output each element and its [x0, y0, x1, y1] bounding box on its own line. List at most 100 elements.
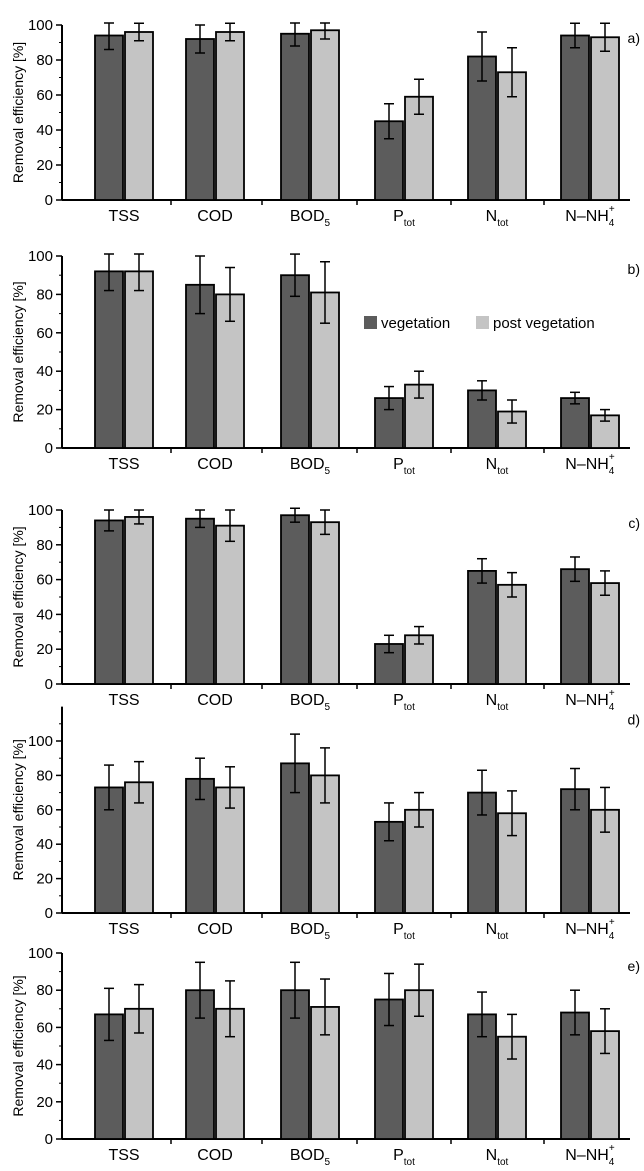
category-label: Ptot	[393, 208, 415, 229]
y-axis-label: Removal efficiency [%]	[10, 281, 26, 422]
panel-tag: b)	[628, 261, 640, 277]
y-axis-label: Removal efficiency [%]	[10, 739, 26, 880]
bar-post-vegetation	[310, 29, 340, 201]
y-tick-label: 40	[36, 122, 53, 139]
category-label: TSS	[108, 692, 139, 709]
y-tick-label: 40	[36, 836, 53, 853]
bar-post-vegetation	[590, 36, 620, 201]
panel-tag: a)	[628, 30, 640, 46]
panel-tag: c)	[628, 515, 640, 531]
y-tick-label: 0	[45, 676, 53, 693]
category-label: N–NH+ 4	[565, 1143, 615, 1168]
y-tick-label: 60	[36, 572, 53, 589]
y-tick-label: 60	[36, 87, 53, 104]
y-tick-label: 0	[45, 905, 53, 922]
y-tick-label: 20	[36, 871, 53, 888]
y-tick-label: 100	[28, 248, 53, 265]
y-tick-label: 100	[28, 733, 53, 750]
bar-vegetation	[94, 519, 124, 685]
y-tick-label: 60	[36, 325, 53, 342]
legend-swatch-vegetation	[364, 316, 377, 329]
y-tick-label: 60	[36, 1019, 53, 1036]
bar-vegetation	[560, 34, 590, 201]
category-label: Ntot	[486, 921, 509, 942]
bar-vegetation	[185, 777, 215, 914]
y-tick-label: 0	[45, 440, 53, 457]
y-tick-label: 100	[28, 17, 53, 34]
panel-tag: d)	[628, 712, 640, 728]
y-axis-label: Removal efficiency [%]	[10, 975, 26, 1116]
category-label: BOD5	[290, 921, 331, 942]
bar-vegetation	[94, 34, 124, 201]
category-label: N–NH+ 4	[565, 688, 615, 713]
category-label: TSS	[108, 208, 139, 225]
category-label: BOD5	[290, 208, 331, 229]
y-tick-label: 60	[36, 802, 53, 819]
bar-post-vegetation	[124, 270, 154, 449]
category-label: Ptot	[393, 692, 415, 713]
bar-vegetation	[560, 788, 590, 914]
y-axis-label: Removal efficiency [%]	[10, 526, 26, 667]
bar-vegetation	[560, 568, 590, 685]
y-tick-label: 40	[36, 363, 53, 380]
bar-vegetation	[467, 389, 497, 449]
bar-vegetation	[185, 38, 215, 201]
legend-swatch-post-vegetation	[476, 316, 489, 329]
y-tick-label: 0	[45, 192, 53, 209]
y-tick-label: 100	[28, 945, 53, 962]
category-label: Ntot	[486, 692, 509, 713]
category-label: COD	[197, 1147, 233, 1164]
category-label: Ntot	[486, 456, 509, 477]
bar-post-vegetation	[215, 31, 245, 201]
category-label: Ntot	[486, 208, 509, 229]
y-tick-label: 40	[36, 606, 53, 623]
y-tick-label: 20	[36, 1094, 53, 1111]
y-tick-label: 20	[36, 402, 53, 419]
bar-post-vegetation	[497, 410, 527, 449]
y-tick-label: 80	[36, 982, 53, 999]
y-tick-label: 40	[36, 1057, 53, 1074]
y-axis-label: Removal efficiency [%]	[10, 42, 26, 183]
bar-post-vegetation	[497, 583, 527, 685]
category-label: COD	[197, 692, 233, 709]
category-label: Ptot	[393, 921, 415, 942]
y-tick-label: 20	[36, 157, 53, 174]
legend-label-vegetation: vegetation	[381, 315, 450, 332]
y-tick-label: 80	[36, 52, 53, 69]
bar-post-vegetation	[590, 582, 620, 685]
bar-post-vegetation	[310, 521, 340, 685]
bar-post-vegetation	[215, 524, 245, 685]
category-label: BOD5	[290, 456, 331, 477]
category-label: TSS	[108, 1147, 139, 1164]
y-tick-label: 80	[36, 537, 53, 554]
bar-post-vegetation	[124, 31, 154, 201]
bar-vegetation	[467, 570, 497, 685]
category-label: BOD5	[290, 1147, 331, 1168]
category-label: N–NH+ 4	[565, 917, 615, 942]
category-label: N–NH+ 4	[565, 452, 615, 477]
category-label: Ntot	[486, 1147, 509, 1168]
category-label: BOD5	[290, 692, 331, 713]
y-tick-label: 20	[36, 641, 53, 658]
bar-vegetation	[560, 397, 590, 449]
bar-vegetation	[280, 32, 310, 201]
bar-vegetation	[94, 270, 124, 449]
category-label: N–NH+ 4	[565, 204, 615, 229]
bar-vegetation	[280, 274, 310, 449]
legend-label-post-vegetation: post vegetation	[493, 315, 595, 332]
category-label: COD	[197, 456, 233, 473]
bar-post-vegetation	[124, 781, 154, 914]
category-label: TSS	[108, 921, 139, 938]
y-tick-label: 80	[36, 286, 53, 303]
bar-post-vegetation	[124, 516, 154, 685]
bar-vegetation	[280, 514, 310, 685]
category-label: COD	[197, 921, 233, 938]
category-label: COD	[197, 208, 233, 225]
category-label: Ptot	[393, 456, 415, 477]
